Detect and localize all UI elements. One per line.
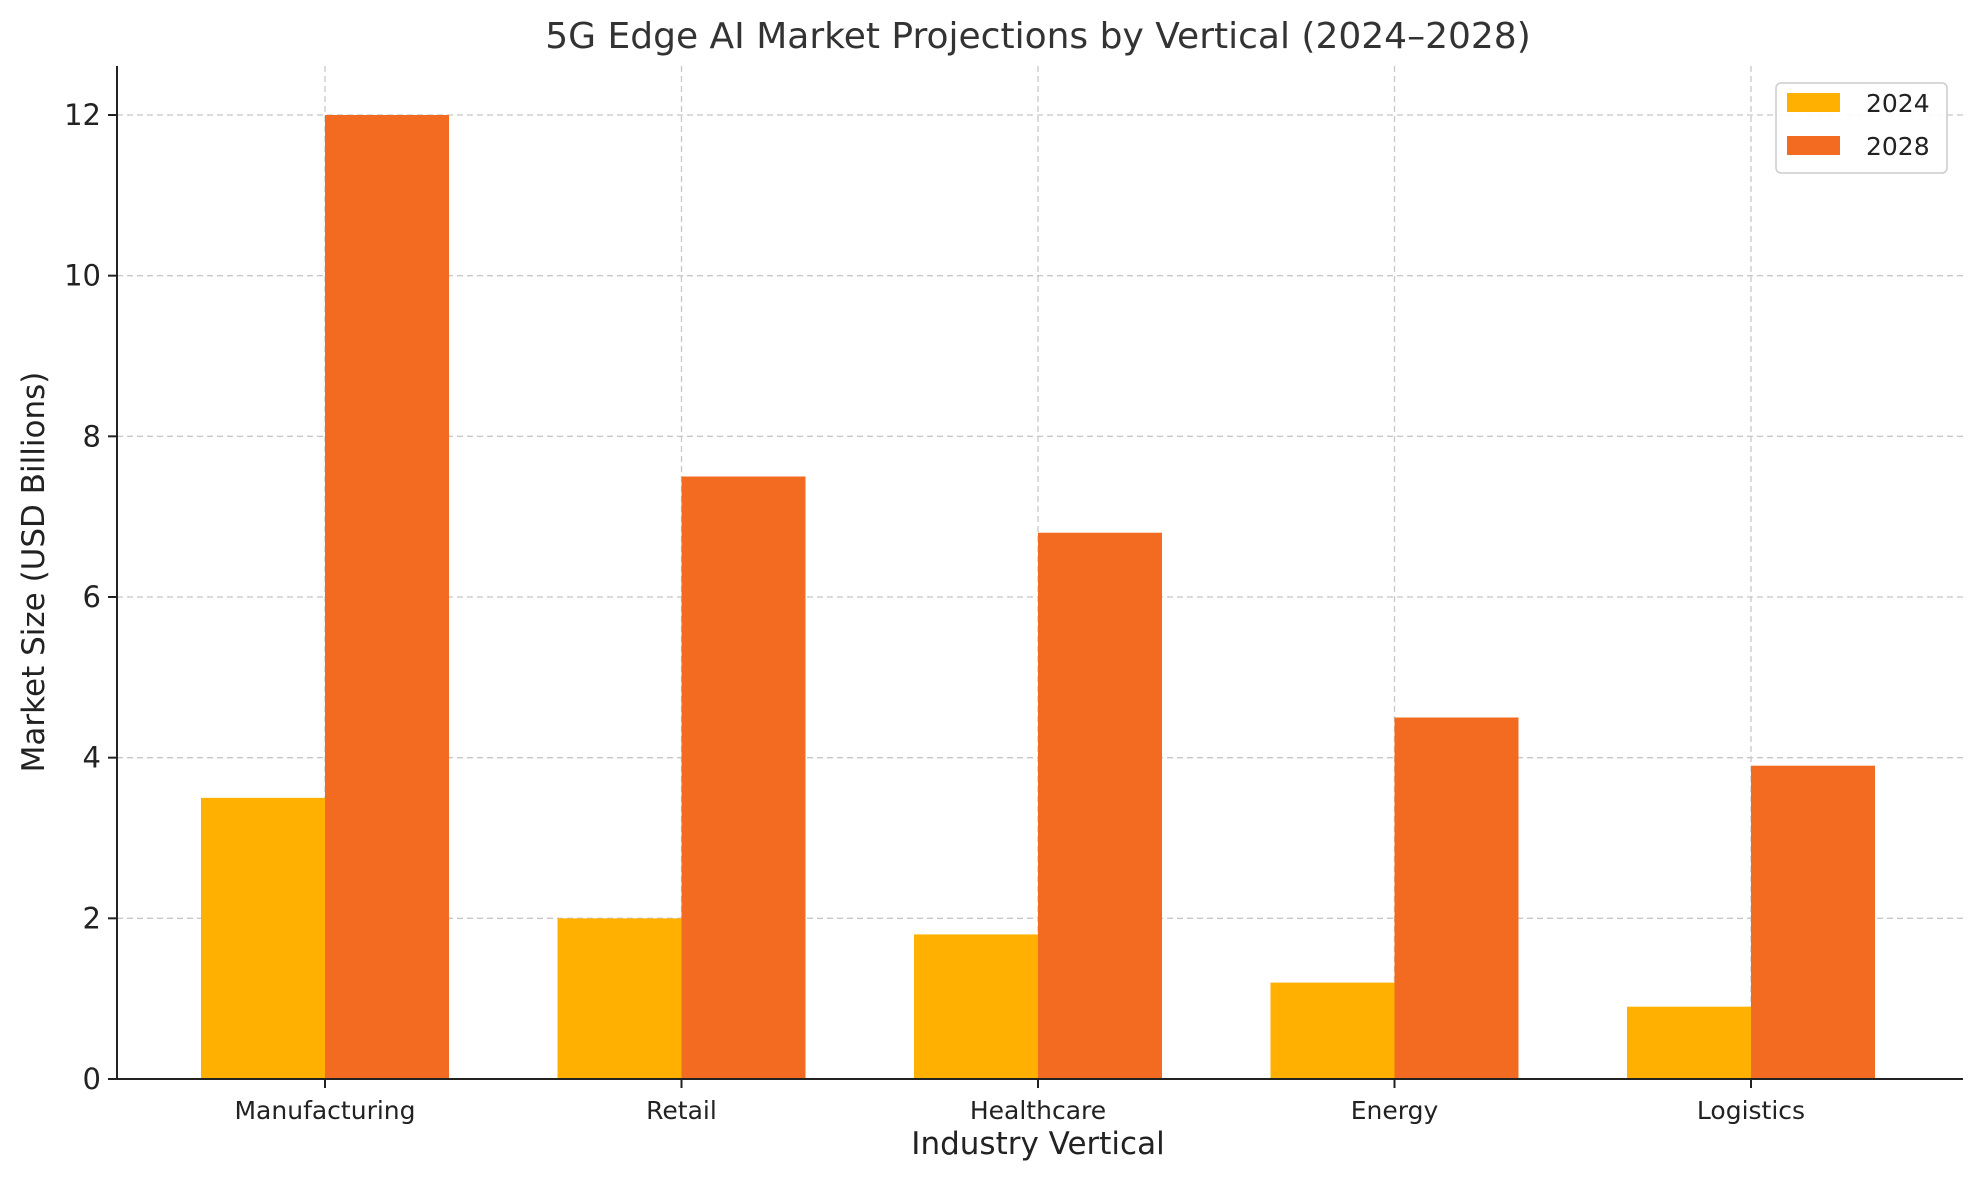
y-tick-label: 8 xyxy=(83,419,101,453)
bar-2028-logistics xyxy=(1751,765,1875,1079)
bar-2028-energy xyxy=(1394,717,1519,1079)
y-tick-label: 12 xyxy=(64,98,101,132)
x-axis-ticks: Manufacturing Retail Healthcare Energy Logis… xyxy=(234,1079,1805,1125)
y-tick-label: 0 xyxy=(83,1062,101,1096)
bar-2024-logistics xyxy=(1627,1006,1751,1079)
y-axis-label: Market Size (USD Billions) xyxy=(16,372,52,773)
x-tick-label: Retail xyxy=(646,1096,717,1125)
legend-label-2024: 2024 xyxy=(1866,89,1930,118)
y-tick-label: 4 xyxy=(83,741,101,775)
y-axis-ticks: 0 2 4 6 8 10 12 xyxy=(64,98,117,1096)
bar-2024-healthcare xyxy=(914,934,1038,1079)
legend-swatch-2024 xyxy=(1787,93,1840,112)
x-tick-label: Logistics xyxy=(1697,1096,1805,1125)
x-tick-label: Manufacturing xyxy=(234,1096,415,1125)
x-tick-label: Energy xyxy=(1351,1096,1439,1125)
x-tick-label: Healthcare xyxy=(970,1096,1106,1125)
bars xyxy=(201,115,1875,1079)
bar-2028-manufacturing xyxy=(325,115,449,1079)
chart-title: 5G Edge AI Market Projections by Vertica… xyxy=(545,16,1531,57)
x-axis-label: Industry Vertical xyxy=(911,1126,1164,1162)
legend-label-2028: 2028 xyxy=(1866,132,1930,161)
y-tick-label: 6 xyxy=(83,580,101,614)
y-tick-label: 10 xyxy=(64,259,101,293)
legend-swatch-2028 xyxy=(1787,136,1840,155)
bar-2024-retail xyxy=(557,918,682,1079)
legend: 2024 2028 xyxy=(1775,82,1948,174)
y-tick-label: 2 xyxy=(83,901,101,935)
bar-2024-manufacturing xyxy=(201,797,325,1079)
bar-2028-healthcare xyxy=(1038,532,1162,1079)
bar-2024-energy xyxy=(1270,982,1395,1079)
bar-2028-retail xyxy=(681,476,806,1079)
